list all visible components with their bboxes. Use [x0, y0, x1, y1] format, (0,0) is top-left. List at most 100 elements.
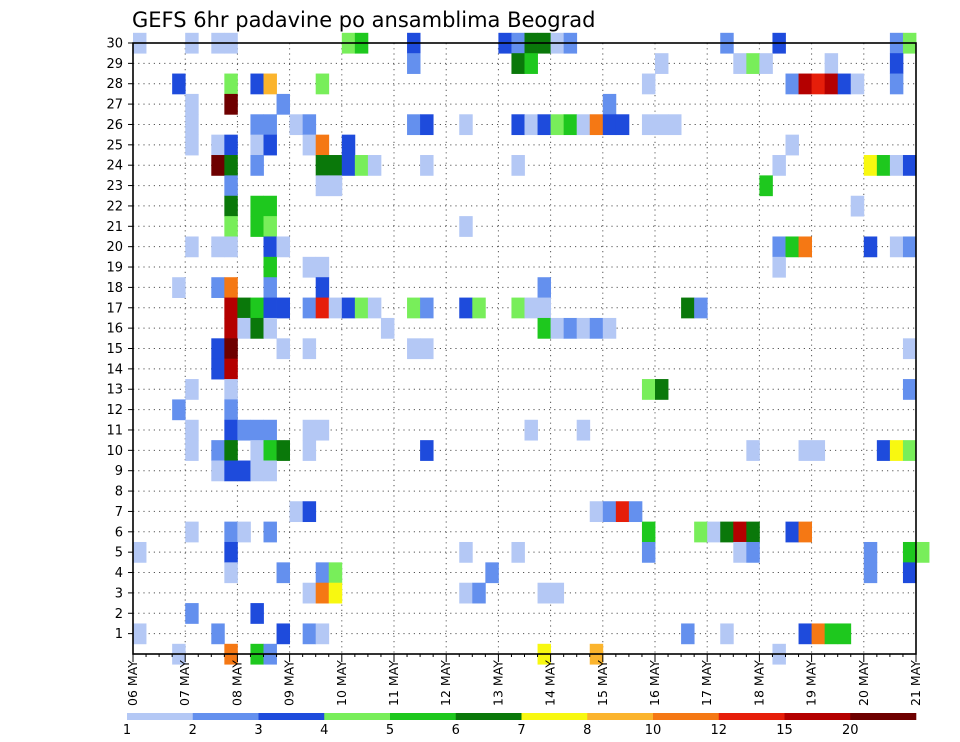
- y-tick-label: 13: [106, 383, 123, 398]
- heatmap-cell: [315, 297, 330, 319]
- heatmap-cell: [694, 521, 708, 543]
- heatmap-cell: [407, 53, 421, 74]
- heatmap-cell: [902, 236, 917, 258]
- heatmap-cell: [315, 582, 330, 604]
- heatmap-cell: [315, 623, 330, 645]
- colorbar-label: 8: [583, 723, 591, 738]
- heatmap-cell: [263, 317, 277, 339]
- heatmap-cell: [824, 73, 839, 95]
- colorbar-swatch: [784, 713, 851, 720]
- heatmap-cell: [185, 603, 199, 624]
- heatmap-cell: [276, 562, 290, 584]
- heatmap-cell: [211, 440, 225, 461]
- heatmap-cell: [785, 521, 799, 543]
- heatmap-cell: [302, 501, 317, 523]
- heatmap-cell: [315, 256, 330, 278]
- heatmap-cell: [889, 155, 904, 176]
- y-tick-label: 17: [106, 301, 123, 316]
- heatmap-cell: [211, 236, 225, 258]
- heatmap-cell: [837, 73, 852, 95]
- heatmap-cell: [589, 114, 604, 136]
- heatmap-cell: [420, 440, 434, 461]
- colorbar-swatch: [653, 713, 720, 720]
- heatmap-cell: [550, 317, 565, 339]
- heatmap-cell: [785, 134, 799, 156]
- y-tick-label: 1: [115, 627, 123, 642]
- colorbar-label: 6: [452, 723, 460, 738]
- heatmap-cell: [224, 195, 238, 217]
- colorbar-label: 3: [254, 723, 262, 738]
- y-tick-label: 2: [115, 607, 123, 622]
- heatmap-cell: [224, 216, 238, 237]
- heatmap-cell: [746, 440, 760, 461]
- heatmap-cell: [681, 623, 695, 645]
- x-tick-label: 14 MAY: [543, 660, 558, 706]
- heatmap-cell: [263, 236, 277, 258]
- y-tick-label: 21: [106, 220, 123, 235]
- heatmap-cell: [550, 582, 565, 604]
- heatmap-cell: [315, 73, 330, 95]
- heatmap-cell: [263, 195, 277, 217]
- heatmap-cell: [772, 155, 786, 176]
- heatmap-cell: [916, 541, 930, 563]
- heatmap-cell: [250, 195, 264, 217]
- heatmap-cell: [459, 541, 473, 563]
- heatmap-cell: [537, 297, 551, 319]
- y-tick-label: 15: [106, 342, 123, 357]
- heatmap-cell: [224, 175, 238, 197]
- colorbar-label: 15: [776, 723, 793, 738]
- heatmap-cell: [811, 440, 826, 461]
- heatmap-cell: [576, 114, 591, 136]
- heatmap-cell: [407, 297, 421, 319]
- heatmap-cell: [302, 256, 317, 278]
- heatmap-cell: [889, 236, 904, 258]
- heatmap-cell: [537, 582, 551, 604]
- heatmap-cell: [902, 338, 917, 360]
- heatmap-cell: [276, 623, 290, 645]
- heatmap-cell: [641, 541, 656, 563]
- heatmap-cell: [420, 114, 434, 136]
- heatmap-cell: [367, 297, 382, 319]
- heatmap-cell: [641, 379, 656, 400]
- heatmap-cell: [863, 562, 878, 584]
- heatmap-cell: [185, 440, 199, 461]
- x-tick-label: 09 MAY: [282, 660, 297, 706]
- heatmap-cell: [315, 277, 330, 298]
- heatmap-cell: [224, 317, 238, 339]
- heatmap-cell: [707, 521, 721, 543]
- colorbar-swatch: [258, 713, 325, 720]
- heatmap-cell: [863, 541, 878, 563]
- heatmap-cell: [224, 419, 238, 441]
- colorbar-swatch: [324, 713, 391, 720]
- heatmap-cell: [224, 399, 238, 421]
- heatmap-cell: [615, 114, 630, 136]
- heatmap-cell: [328, 297, 343, 319]
- heatmap-cell: [211, 277, 225, 298]
- heatmap-cell: [655, 114, 669, 136]
- y-tick-label: 3: [115, 586, 123, 601]
- heatmap-cell: [133, 623, 147, 645]
- heatmap-cell: [420, 338, 434, 360]
- heatmap-cell: [733, 53, 747, 74]
- colorbar-swatch: [587, 713, 654, 720]
- heatmap-cell: [811, 623, 826, 645]
- colorbar-swatch: [455, 713, 522, 720]
- heatmap-cell: [746, 53, 760, 74]
- colorbar-swatch: [521, 713, 588, 720]
- heatmap-cell: [694, 297, 708, 319]
- x-tick-label: 17 MAY: [699, 660, 714, 706]
- heatmap-cell: [263, 134, 277, 156]
- heatmap-cell: [302, 440, 317, 461]
- heatmap-cell: [459, 114, 473, 136]
- y-tick-label: 26: [106, 118, 123, 133]
- heatmap-cell: [315, 175, 330, 197]
- heatmap-cell: [250, 73, 264, 95]
- heatmap-cell: [185, 134, 199, 156]
- heatmap-cell: [889, 53, 904, 74]
- heatmap-cell: [172, 399, 186, 421]
- heatmap-cell: [263, 419, 277, 441]
- heatmap-cell: [302, 419, 317, 441]
- heatmap-cell: [263, 256, 277, 278]
- x-tick-label: 08 MAY: [229, 660, 244, 706]
